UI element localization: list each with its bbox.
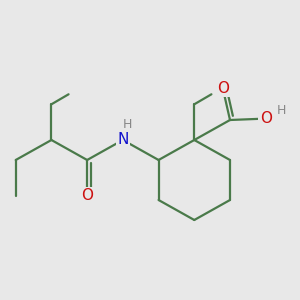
Text: H: H [277,103,286,116]
Text: H: H [122,118,132,131]
Text: O: O [81,188,93,203]
Text: N: N [117,133,128,148]
Text: O: O [217,81,229,96]
Text: O: O [260,111,272,126]
